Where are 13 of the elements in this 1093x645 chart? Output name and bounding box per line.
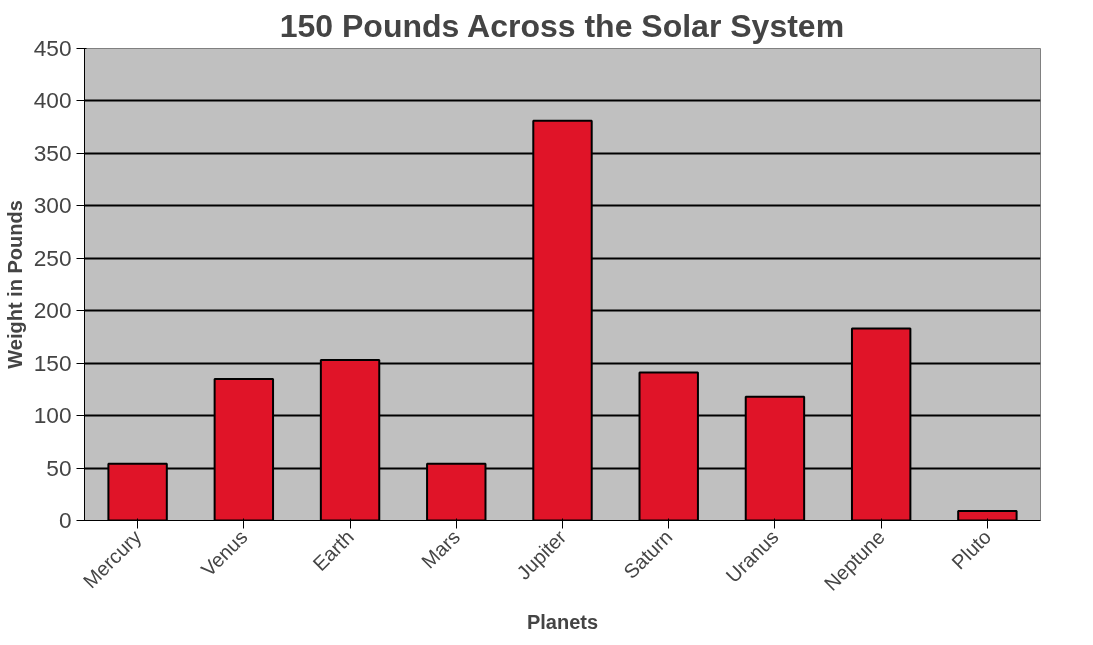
x-axis-title: Planets bbox=[526, 610, 599, 633]
y-tick-label: 450 bbox=[33, 35, 72, 61]
y-tick-label: 50 bbox=[46, 454, 72, 481]
y-tick-label: 100 bbox=[33, 402, 72, 429]
y-tick-label: 250 bbox=[33, 244, 72, 271]
y-tick-label: 150 bbox=[33, 349, 72, 376]
y-tick-label: 200 bbox=[33, 297, 72, 324]
chart-title: 150 Pounds Across the Solar System bbox=[279, 7, 845, 44]
y-tick-label: 0 bbox=[58, 507, 72, 533]
y-axis-title: Weight in Pounds bbox=[3, 200, 26, 369]
y-tick-label: 350 bbox=[33, 139, 72, 166]
y-tick-label: 300 bbox=[33, 192, 72, 219]
y-tick-label: 400 bbox=[33, 87, 72, 114]
